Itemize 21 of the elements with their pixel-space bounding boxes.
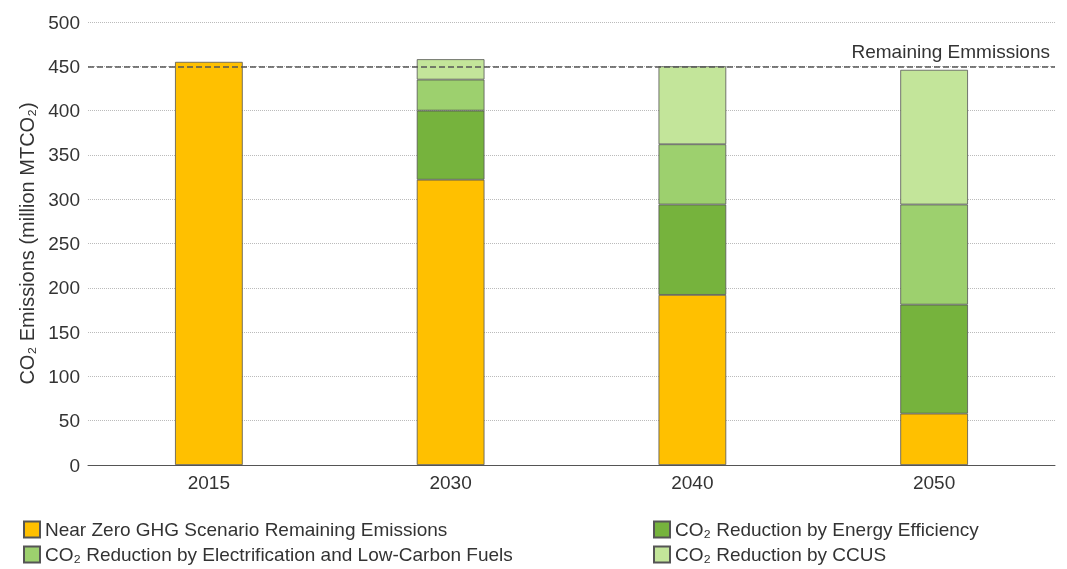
y-tick-label: 250 — [48, 233, 80, 254]
y-tick-label: 350 — [48, 144, 80, 166]
x-tick-label: 2015 — [187, 472, 231, 493]
y-tick-label: 50 — [58, 410, 80, 432]
legend-label: CO₂ Reduction by CCUS — [675, 544, 887, 565]
y-axis-title: CO₂ Emissions (million MTCO₂) — [16, 102, 39, 385]
y-tick-label: 400 — [48, 100, 80, 122]
y-tick-label: 500 — [48, 11, 80, 33]
x-tick-label: 2030 — [429, 472, 472, 493]
legend-label: CO₂ Reduction by Electrification and Low-Carbon Fuels — [45, 544, 513, 565]
y-tick-label: 200 — [48, 277, 80, 299]
y-tick-label: 150 — [48, 321, 80, 343]
x-tick-label: 2050 — [912, 472, 956, 493]
x-tick-label: 2040 — [671, 472, 714, 493]
legend-label: CO₂ Reduction by Energy Efficiency — [675, 519, 980, 540]
legend-label: Near Zero GHG Scenario Remaining Emissions — [45, 519, 448, 540]
y-tick-label: 300 — [48, 188, 80, 210]
y-tick-label: 100 — [48, 365, 80, 387]
y-tick-label: 450 — [48, 55, 80, 77]
ref-line-label: Remaining Emmissions — [851, 41, 1050, 63]
y-tick-label: 0 — [69, 454, 80, 476]
